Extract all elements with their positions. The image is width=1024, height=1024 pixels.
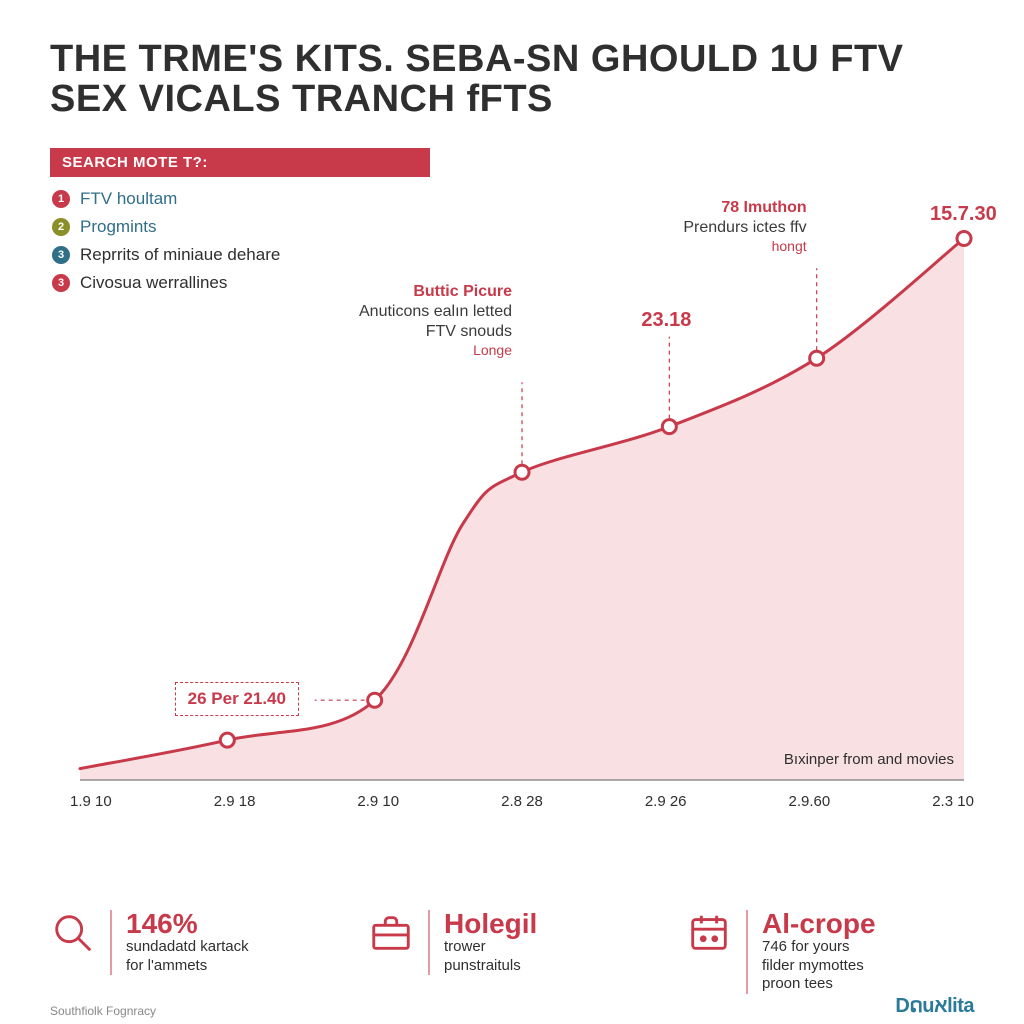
x-tick: 2.9.60: [789, 793, 831, 810]
stat-headline: 146%: [126, 910, 249, 938]
legend-bullet: 2: [52, 218, 70, 236]
brand-logo: Dດuאlita: [895, 993, 974, 1018]
title-line-1: THE TRME'S KITS. SEBA-SN GHOULD 1U FTV: [50, 38, 904, 80]
stat-line: punstraituls: [444, 957, 537, 976]
chart-annotation: Buttic PicureAnuticons ealın lettedFTV s…: [342, 282, 512, 360]
source-text: Southfiolk Fognracy: [50, 1004, 156, 1018]
divider: [428, 910, 430, 976]
title-line-2: SEX VICALS TRANCH fFTS: [50, 78, 553, 120]
stat-headline: Holegil: [444, 910, 537, 938]
annotation-sub: Anuticons ealın letted: [342, 302, 512, 322]
legend-bullet: 3: [52, 246, 70, 264]
stat-line: sundadatd kartack: [126, 938, 249, 957]
x-tick: 2.8 28: [501, 793, 543, 810]
briefcase-icon: [368, 910, 414, 956]
dashed-callout: 26 Per 21.40: [175, 682, 299, 716]
x-tick: 2.3 10: [932, 793, 974, 810]
calendar-icon: [686, 910, 732, 956]
x-tick: 2.9 26: [645, 793, 687, 810]
stat-line: trower: [444, 938, 537, 957]
trend-chart: 1.9 10 2.9 18 2.9 10 2.8 28 2.9 26 2.9.60 2.3 …: [70, 200, 974, 830]
x-tick: 2.9 18: [214, 793, 256, 810]
x-tick: 2.9 10: [357, 793, 399, 810]
magnifier-icon: [50, 910, 96, 956]
chart-annotation: 78 ImuthonPrendurs ictes ffvhongt: [637, 198, 807, 256]
annotation-title: 78 Imuthon: [637, 198, 807, 218]
stat-line: 746 for yours: [762, 938, 876, 957]
stat-line: for l'ammets: [126, 957, 249, 976]
stat-block: 146%sundadatd kartackfor l'ammets: [50, 910, 338, 976]
peak-value: 15.7.30: [930, 203, 997, 226]
stat-headline: Al-crope: [762, 910, 876, 938]
divider: [110, 910, 112, 976]
stats-footer: 146%sundadatd kartackfor l'ammets Holegil…: [50, 910, 974, 994]
x-tick: 1.9 10: [70, 793, 112, 810]
point-value: 23.18: [641, 309, 691, 332]
divider: [746, 910, 748, 994]
annotation-sub: Prendurs ictes ffv: [637, 218, 807, 238]
stat-line: proon tees: [762, 975, 876, 994]
annotation-tag: hongt: [637, 238, 807, 256]
legend-bullet: 1: [52, 190, 70, 208]
annotation-tag: Longe: [342, 342, 512, 360]
legend-bullet: 3: [52, 274, 70, 292]
stat-line: filder mymottes: [762, 957, 876, 976]
legend-header: SEARCH MOTE T?:: [50, 148, 430, 177]
annotation-sub: FTV snouds: [342, 322, 512, 342]
annotation-title: Buttic Picure: [342, 282, 512, 302]
stat-block: Al-crope746 for yoursfilder mymottesproo…: [686, 910, 974, 994]
page-title: THE TRME'S KITS. SEBA-SN GHOULD 1U FTV S…: [50, 40, 974, 120]
stat-block: Holegiltrowerpunstraituls: [368, 910, 656, 976]
axis-note: Bıxinper from and movies: [784, 751, 954, 768]
